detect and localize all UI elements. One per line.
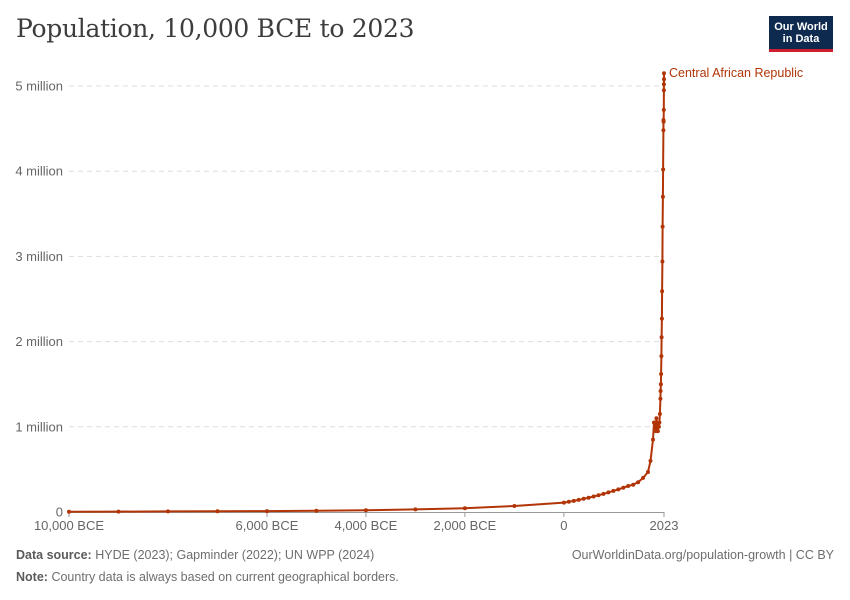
data-point[interactable] (657, 420, 662, 425)
x-tick-label: 6,000 BCE (236, 518, 299, 533)
y-tick-label: 3 million (15, 249, 63, 264)
data-point[interactable] (662, 71, 666, 76)
x-tick-label: 10,000 BCE (34, 518, 104, 533)
data-point[interactable] (661, 107, 666, 112)
data-point[interactable] (67, 509, 71, 514)
logo-line-2: in Data (782, 32, 820, 45)
data-point[interactable] (659, 372, 664, 376)
population-line-chart: 0 1 million 2 million 3 million 4 million 5 m… (15, 66, 803, 533)
data-point[interactable] (660, 289, 665, 294)
chart-note: Note: Country data is always based on cu… (16, 570, 399, 584)
y-tick-label: 2 million (15, 334, 63, 349)
data-point[interactable] (611, 488, 616, 493)
data-point[interactable] (660, 194, 665, 199)
series-label[interactable]: Central African Republic (669, 66, 803, 80)
y-tick-label: 1 million (15, 419, 63, 434)
data-point[interactable] (660, 259, 665, 264)
data-point[interactable] (661, 128, 666, 133)
data-point[interactable] (363, 508, 368, 513)
data-point[interactable] (462, 506, 467, 511)
logo-line-1: Our World (774, 20, 828, 33)
series-line (68, 73, 665, 513)
x-tick-label: 0 (560, 518, 567, 533)
data-point[interactable] (561, 500, 566, 505)
credit-link[interactable]: OurWorldinData.org/population-growth | C… (571, 548, 834, 562)
data-point[interactable] (662, 77, 666, 82)
owid-logo[interactable]: Our World in Data (769, 16, 833, 52)
data-point[interactable] (591, 494, 596, 499)
data-point[interactable] (658, 389, 663, 393)
data-point[interactable] (626, 484, 631, 488)
data-point[interactable] (586, 495, 591, 500)
y-tick-labels: 0 1 million 2 million 3 million 4 million 5 m… (15, 79, 63, 520)
x-tick-labels: 10,000 BCE 6,000 BCE 4,000 BCE 2,000 BCE 0 20… (34, 518, 679, 533)
source-text[interactable]: HYDE (2023); Gapminder (2022); UN WPP (2… (95, 548, 375, 562)
data-point[interactable] (166, 509, 170, 514)
y-tick-label: 5 million (15, 79, 63, 94)
data-point[interactable] (571, 498, 576, 503)
data-point[interactable] (661, 119, 666, 124)
data-point[interactable] (601, 491, 606, 496)
data-point[interactable] (581, 496, 586, 501)
data-point[interactable] (659, 354, 664, 359)
data-point[interactable] (657, 412, 662, 416)
data-point[interactable] (566, 499, 571, 504)
data-point[interactable] (641, 475, 646, 480)
data-point[interactable] (651, 437, 655, 442)
data-point[interactable] (659, 316, 664, 321)
data-point[interactable] (652, 420, 656, 425)
data-point[interactable] (314, 508, 319, 513)
source-label: Data source: (16, 548, 92, 562)
y-tick-label: 4 million (15, 164, 63, 179)
data-point[interactable] (596, 493, 601, 498)
data-point[interactable] (646, 470, 650, 474)
data-point[interactable] (215, 509, 220, 514)
data-point[interactable] (661, 82, 666, 87)
data-source: Data source: HYDE (2023); Gapminder (202… (16, 548, 374, 562)
data-point[interactable] (660, 224, 665, 229)
x-tick-label: 2023 (650, 518, 679, 533)
data-point[interactable] (606, 490, 611, 495)
data-point[interactable] (661, 167, 666, 172)
data-point[interactable] (656, 424, 661, 429)
data-point[interactable] (654, 416, 659, 421)
data-point[interactable] (655, 429, 660, 434)
x-tick-label: 2,000 BCE (433, 518, 496, 533)
data-point[interactable] (116, 509, 121, 514)
data-point[interactable] (648, 458, 653, 463)
data-point[interactable] (413, 507, 418, 512)
y-tick-label: 0 (56, 505, 63, 520)
series-layer: Central African Republic (67, 66, 803, 514)
data-point[interactable] (636, 480, 641, 485)
x-tick-label: 4,000 BCE (334, 518, 397, 533)
data-point[interactable] (265, 509, 269, 514)
data-point[interactable] (658, 382, 663, 387)
data-point[interactable] (576, 497, 581, 502)
data-point[interactable] (512, 504, 517, 508)
data-point[interactable] (659, 335, 664, 340)
page-title: Population, 10,000 BCE to 2023 (16, 14, 415, 43)
data-point[interactable] (661, 88, 666, 93)
note-label: Note: (16, 570, 48, 584)
note-text: Country data is always based on current … (51, 570, 399, 584)
data-point[interactable] (631, 482, 636, 487)
grid-layer (68, 85, 665, 517)
data-point[interactable] (616, 487, 621, 492)
data-point[interactable] (621, 485, 626, 490)
data-point[interactable] (658, 396, 663, 401)
